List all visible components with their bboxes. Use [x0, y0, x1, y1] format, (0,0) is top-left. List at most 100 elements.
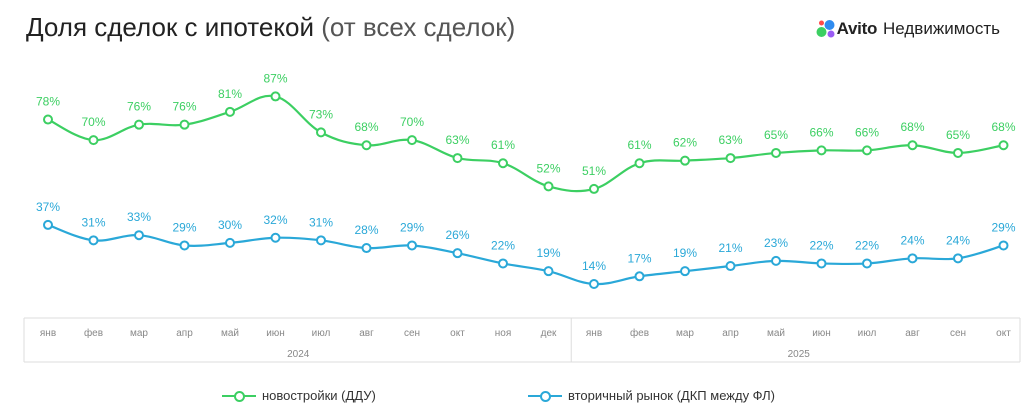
x-tick-label: ноя [495, 328, 512, 339]
x-tick-label: сен [950, 328, 966, 339]
data-label: 19% [536, 246, 560, 260]
data-label: 29% [400, 220, 424, 234]
title-main: Доля сделок с ипотекой [26, 12, 314, 42]
data-label: 68% [991, 120, 1015, 134]
data-point [862, 145, 872, 156]
data-point [634, 158, 645, 169]
x-tick-label: май [221, 328, 239, 339]
data-label: 63% [718, 133, 742, 147]
legend-label-primary: новостройки (ДДУ) [262, 388, 376, 403]
data-point [134, 119, 144, 130]
data-point [361, 140, 372, 151]
data-label: 87% [263, 71, 287, 85]
data-label: 76% [127, 100, 151, 114]
title-subtitle: (от всех сделок) [321, 12, 516, 42]
data-label: 61% [491, 138, 515, 152]
data-label: 68% [900, 120, 924, 134]
data-point [179, 240, 190, 251]
data-label: 81% [218, 87, 242, 101]
data-label: 70% [400, 115, 424, 129]
data-label: 21% [718, 241, 742, 255]
data-point [88, 135, 99, 146]
year-label: 2025 [788, 349, 811, 360]
x-tick-label: июн [812, 328, 831, 339]
x-tick-label: мар [676, 328, 694, 339]
avito-dots-logo-icon [816, 20, 835, 38]
x-tick-label: фев [630, 327, 649, 339]
x-tick-label: май [767, 328, 785, 339]
data-point [134, 230, 144, 241]
data-label: 33% [127, 210, 151, 224]
data-label: 63% [445, 133, 469, 147]
data-label: 65% [946, 128, 970, 142]
data-label: 37% [36, 200, 60, 214]
data-point [407, 240, 417, 251]
x-tick-label: сен [404, 328, 420, 339]
data-point [543, 266, 554, 277]
year-label: 2024 [287, 349, 310, 360]
data-point [680, 266, 690, 277]
data-point [589, 279, 599, 290]
data-point [43, 114, 53, 125]
data-point [179, 119, 190, 130]
data-label: 30% [218, 218, 242, 232]
data-label: 24% [900, 233, 924, 247]
data-label: 31% [81, 215, 105, 229]
data-label: 78% [36, 95, 60, 109]
x-tick-label: мар [130, 328, 148, 339]
data-label: 29% [172, 220, 196, 234]
series-line-1 [47, 223, 1004, 286]
data-label: 73% [309, 107, 333, 121]
x-tick-label: авг [905, 328, 920, 339]
data-point [225, 106, 235, 117]
data-point [498, 158, 508, 169]
data-label: 61% [627, 138, 651, 152]
data-label: 23% [764, 236, 788, 250]
x-tick-label: окт [996, 328, 1011, 339]
data-point [953, 253, 963, 264]
legend-line-secondary-icon [528, 390, 562, 402]
data-point [771, 255, 781, 266]
legend-line-primary-icon [222, 390, 256, 402]
data-label: 26% [445, 228, 469, 242]
data-label: 70% [81, 115, 105, 129]
data-point [953, 147, 963, 158]
data-label: 66% [855, 125, 879, 139]
data-label: 19% [673, 246, 697, 260]
data-point [862, 258, 872, 269]
data-point [270, 232, 281, 243]
x-tick-label: янв [40, 328, 56, 339]
data-point [543, 181, 554, 192]
data-point [725, 261, 736, 272]
x-tick-label: фев [84, 327, 103, 339]
x-tick-label: июн [266, 328, 285, 339]
data-point [316, 127, 326, 138]
data-label: 31% [309, 215, 333, 229]
data-point [771, 147, 781, 158]
data-label: 22% [491, 238, 515, 252]
data-label: 29% [991, 220, 1015, 234]
x-tick-label: июл [312, 328, 331, 339]
data-label: 62% [673, 136, 697, 150]
data-label: 32% [263, 213, 287, 227]
x-tick-label: окт [450, 328, 465, 339]
data-label: 17% [627, 251, 651, 265]
data-label: 14% [582, 259, 606, 273]
data-point [88, 235, 99, 246]
data-point [907, 253, 918, 264]
data-point [998, 240, 1009, 251]
x-tick-label: янв [586, 328, 602, 339]
brand-name: Avito [836, 19, 878, 38]
data-label: 76% [172, 100, 196, 114]
data-label: 22% [809, 238, 833, 252]
data-point [452, 153, 463, 164]
data-label: 52% [536, 161, 560, 175]
data-point [816, 145, 827, 156]
data-point [316, 235, 326, 246]
x-tick-label: дек [541, 328, 557, 339]
data-label: 22% [855, 238, 879, 252]
chart-legend: новостройки (ДДУ) вторичный рынок (ДКП м… [0, 388, 1024, 412]
data-point [225, 237, 235, 248]
data-point [816, 258, 827, 269]
data-point [270, 91, 281, 102]
